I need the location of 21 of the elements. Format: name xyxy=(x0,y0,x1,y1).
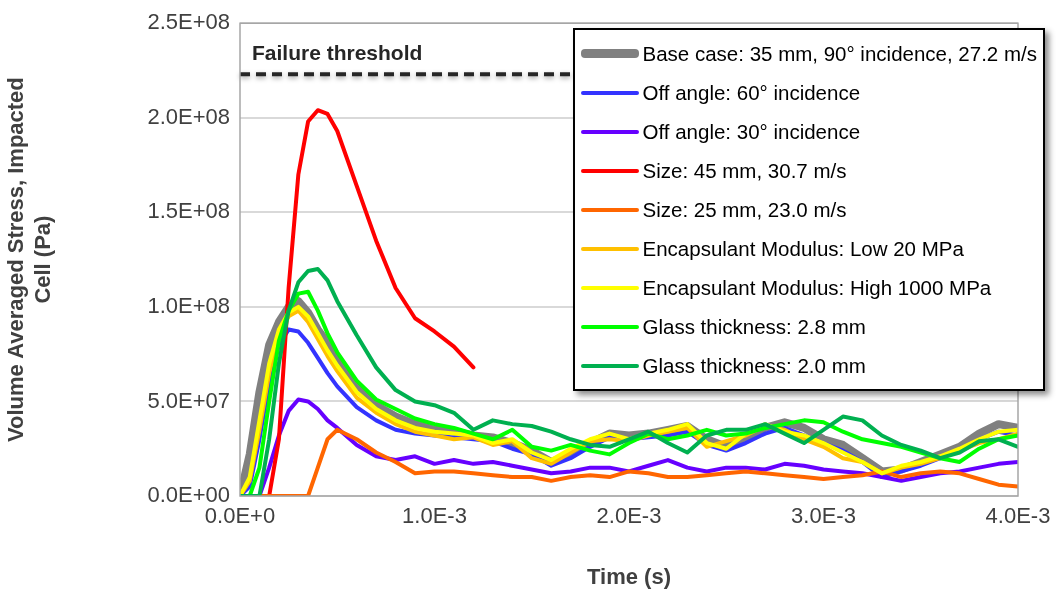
legend-label: Size: 45 mm, 30.7 m/s xyxy=(642,158,847,183)
ref-line-label: Failure threshold xyxy=(252,40,423,64)
x-tick-label: 1.0E-3 xyxy=(402,503,467,529)
x-tick-label: 3.0E-3 xyxy=(791,503,856,529)
y-axis-title: Volume Averaged Stress, Impacted Cell (Pa) xyxy=(3,77,55,442)
y-tick-label: 2.0E+08 xyxy=(147,103,230,129)
y-tick-label: 1.5E+08 xyxy=(147,198,230,224)
legend-label: Off angle: 60° incidence xyxy=(642,80,861,105)
x-tick-label: 2.0E-3 xyxy=(596,503,662,529)
x-tick-label: 4.0E-3 xyxy=(985,503,1051,529)
y-tick-label: 1.0E+08 xyxy=(147,292,230,318)
y-tick-label: 2.5E+08 xyxy=(147,9,230,35)
legend-label: Glass thickness: 2.8 mm xyxy=(642,314,866,339)
y-tick-label: 5.0E+07 xyxy=(147,387,230,413)
legend-label: Glass thickness: 2.0 mm xyxy=(642,353,866,378)
legend-label: Encapsulant Modulus: Low 20 MPa xyxy=(642,236,964,261)
x-axis-title: Time (s) xyxy=(587,563,671,589)
legend-label: Encapsulant Modulus: High 1000 MPa xyxy=(642,275,992,300)
legend-label: Base case: 35 mm, 90° incidence, 27.2 m/s xyxy=(642,41,1037,66)
legend-label: Off angle: 30° incidence xyxy=(642,119,861,144)
legend-label: Size: 25 mm, 23.0 m/s xyxy=(642,197,847,222)
